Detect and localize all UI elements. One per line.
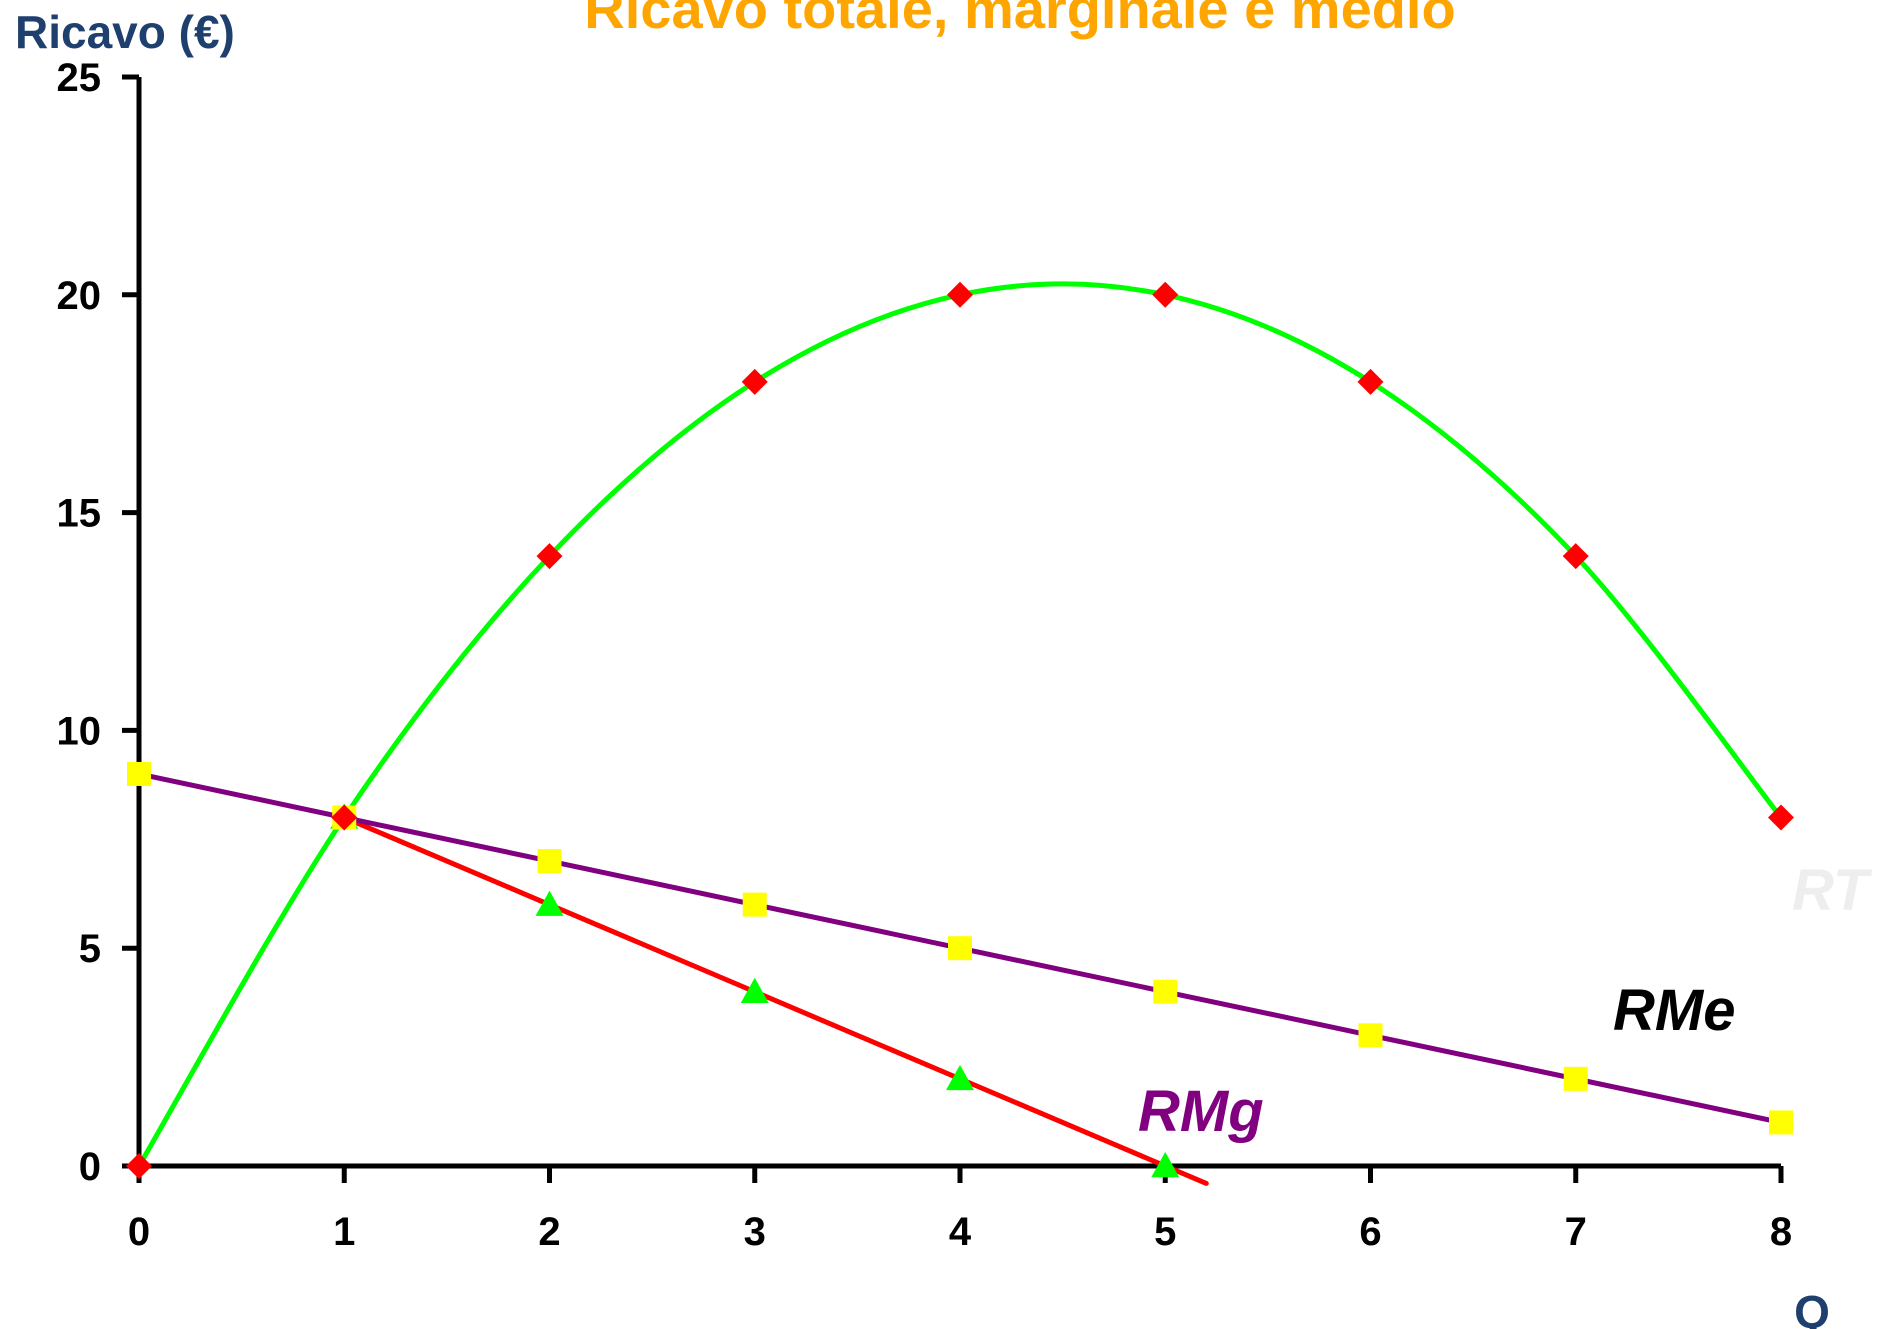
marker-rmg xyxy=(946,1064,974,1091)
y-tick-label: 15 xyxy=(57,492,102,536)
marker-rt xyxy=(126,1153,152,1179)
series-line-rmg xyxy=(341,815,1209,1186)
x-tick-label: 6 xyxy=(1359,1210,1381,1254)
marker-rmg xyxy=(1151,1152,1180,1178)
x-tick-label: 4 xyxy=(949,1210,972,1254)
marker-rt xyxy=(536,543,563,570)
series-markers xyxy=(126,281,1794,1179)
marker-rme xyxy=(537,849,562,874)
marker-rt xyxy=(1152,281,1179,308)
x-tick-label: 5 xyxy=(1154,1210,1176,1254)
marker-rt xyxy=(331,804,358,831)
series-label-rmg: RMg xyxy=(1138,1079,1264,1144)
x-tick-label: 2 xyxy=(538,1210,560,1254)
x-tick-label: 1 xyxy=(333,1210,355,1254)
y-tick-label: 10 xyxy=(57,709,102,753)
chart-title: Ricavo totale, marginale e medio xyxy=(584,0,1455,40)
y-tick-label: 5 xyxy=(79,927,101,971)
marker-rt xyxy=(947,281,973,308)
series-line-rt xyxy=(136,281,1784,1169)
y-tick-label: 25 xyxy=(57,56,102,100)
marker-rme xyxy=(1563,1066,1588,1091)
marker-rme xyxy=(1769,1110,1793,1135)
series-label-rme: RMe xyxy=(1613,978,1735,1043)
y-ticks: 0 5 10 15 20 25 xyxy=(57,56,139,1189)
x-axis-label: Q xyxy=(1794,1286,1830,1329)
x-tick-label: 7 xyxy=(1565,1210,1587,1254)
x-tick-label: 3 xyxy=(744,1210,766,1254)
y-tick-label: 20 xyxy=(57,274,102,318)
marker-rt xyxy=(1768,804,1794,831)
marker-rme xyxy=(742,892,767,917)
marker-rmg xyxy=(535,890,564,916)
marker-rme xyxy=(948,936,972,961)
x-tick-label: 8 xyxy=(1770,1210,1792,1254)
y-tick-label: 0 xyxy=(79,1145,101,1189)
y-axis-label: Ricavo (€) xyxy=(15,6,235,58)
x-ticks: 0 1 2 3 4 5 6 7 8 xyxy=(128,1166,1792,1254)
axes xyxy=(136,77,1781,1169)
marker-rme xyxy=(127,761,151,786)
series-lines xyxy=(136,281,1784,1186)
marker-rt xyxy=(1357,368,1384,395)
marker-rme xyxy=(1358,1023,1383,1048)
marker-rt xyxy=(741,368,768,395)
series-label-rt: RT xyxy=(1792,858,1873,923)
marker-rt xyxy=(1562,543,1589,570)
marker-rmg xyxy=(740,977,769,1003)
x-tick-label: 0 xyxy=(128,1210,150,1254)
marker-rme xyxy=(1153,979,1178,1004)
